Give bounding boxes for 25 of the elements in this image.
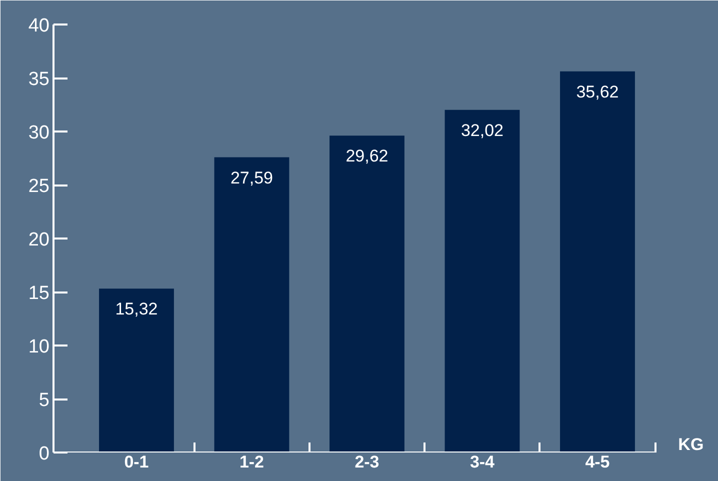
y-tick-label: 25 xyxy=(28,176,50,197)
x-tick-label: 1-2 xyxy=(239,452,264,472)
data-label: 32,02 xyxy=(460,120,504,140)
data-label: 29,62 xyxy=(346,146,388,166)
data-label: 35,62 xyxy=(576,82,619,102)
x-tick-label: 3-4 xyxy=(470,452,496,472)
data-label: 27,59 xyxy=(230,168,274,188)
data-label: 15,32 xyxy=(115,300,158,319)
y-tick-label: 10 xyxy=(28,336,50,358)
bar xyxy=(560,71,635,452)
x-tick-label: 0-1 xyxy=(124,452,149,472)
bar xyxy=(444,110,520,452)
x-axis-title: KG xyxy=(678,435,704,454)
y-tick-label: 15 xyxy=(28,283,50,304)
y-tick-label: 20 xyxy=(28,230,50,250)
bar xyxy=(330,136,404,452)
bar xyxy=(214,157,290,452)
bar xyxy=(99,288,174,452)
y-tick-label: 30 xyxy=(28,122,50,144)
y-tick-label: 5 xyxy=(38,390,50,411)
y-tick-label: 35 xyxy=(28,69,50,90)
x-tick-label: 4-5 xyxy=(585,452,610,472)
x-tick-label: 2-3 xyxy=(354,452,380,472)
y-tick-label: 0 xyxy=(38,444,50,464)
y-tick-label: 40 xyxy=(28,16,50,36)
